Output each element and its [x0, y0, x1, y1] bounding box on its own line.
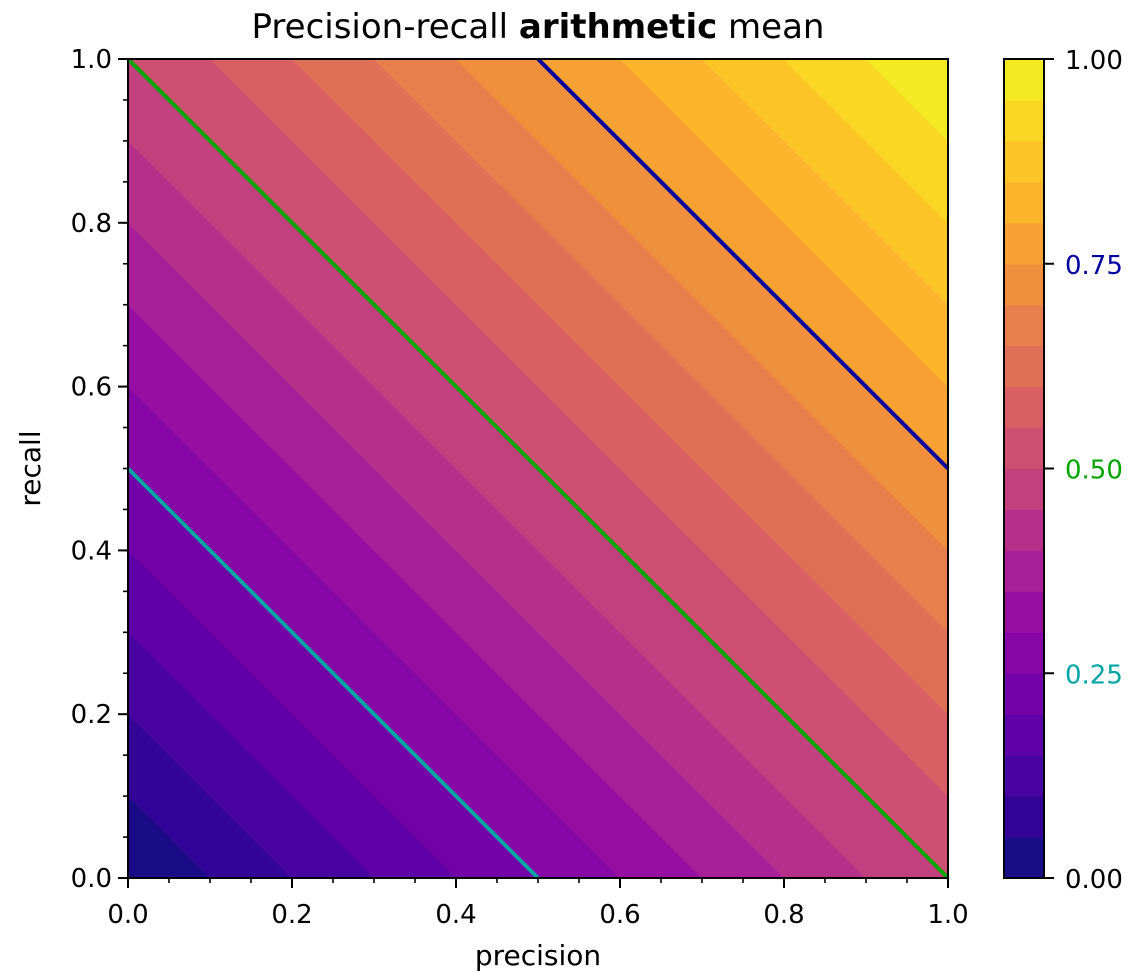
colorbar-segment-14: [1004, 263, 1044, 306]
colorbar-segment-4: [1004, 673, 1044, 715]
colorbar-segment-12: [1004, 345, 1044, 388]
x-tick-label: 0.2: [271, 900, 312, 930]
colorbar-segment-19: [1004, 59, 1044, 101]
colorbar-segment-2: [1004, 755, 1044, 797]
colorbar-segment-7: [1004, 550, 1044, 592]
x-axis-label: precision: [475, 939, 601, 971]
colorbar-tick-label: 0.50: [1065, 456, 1123, 486]
y-axis-label: recall: [14, 430, 47, 506]
colorbar-segment-15: [1004, 222, 1044, 265]
colorbar-tick-label: 0.25: [1065, 660, 1123, 690]
y-tick-label: 0.6: [71, 373, 112, 403]
colorbar-segment-0: [1004, 837, 1044, 879]
colorbar-segment-10: [1004, 427, 1044, 469]
colorbar-segment-18: [1004, 99, 1044, 142]
contour-lines: [126, 57, 950, 880]
y-tick-label: 0.4: [71, 536, 112, 566]
colorbar-segment-3: [1004, 714, 1044, 756]
colorbar-segment-11: [1004, 386, 1044, 429]
x-tick-label: 0.4: [435, 900, 476, 930]
x-tick-label: 1.0: [927, 900, 968, 930]
title-suffix: mean: [717, 7, 824, 47]
colorbar-segment-8: [1004, 509, 1044, 551]
y-tick-label: 0.2: [71, 700, 112, 730]
colorbar-segment-1: [1004, 796, 1044, 838]
colorbar: 0.00 0.25 0.50 0.75 1.00: [1003, 46, 1123, 895]
y-tick-label: 1.0: [71, 45, 112, 75]
colorbar-tick-label: 0.00: [1065, 865, 1123, 895]
x-tick-label: 0.6: [599, 900, 640, 930]
colorbar-tick-label: 0.75: [1065, 251, 1123, 281]
y-tick-label: 0.0: [71, 864, 112, 894]
y-tick-label: 0.8: [71, 209, 112, 239]
colorbar-tick-label: 1.00: [1065, 46, 1123, 76]
x-axis: 0.0 0.2 0.4 0.6 0.8 1.0: [107, 878, 969, 930]
title-prefix: Precision-recall: [252, 7, 519, 47]
x-tick-label: 0.0: [107, 900, 148, 930]
colorbar-segment-6: [1004, 591, 1044, 633]
contour-line-0_5: [126, 57, 950, 880]
colorbar-segment-5: [1004, 632, 1044, 674]
colorbar-segment-13: [1004, 304, 1044, 347]
title-bold: arithmetic: [519, 7, 717, 47]
colorbar-segment-17: [1004, 140, 1044, 183]
chart-title: Precision-recall arithmetic mean: [252, 7, 825, 47]
colorbar-segment-9: [1004, 468, 1044, 510]
x-tick-label: 0.8: [763, 900, 804, 930]
contour-line-0_25: [126, 467, 540, 880]
colorbar-segment-16: [1004, 181, 1044, 224]
y-axis: 0.0 0.2 0.4 0.6 0.8 1.0: [71, 45, 128, 894]
contour-line-0_75: [536, 57, 950, 470]
